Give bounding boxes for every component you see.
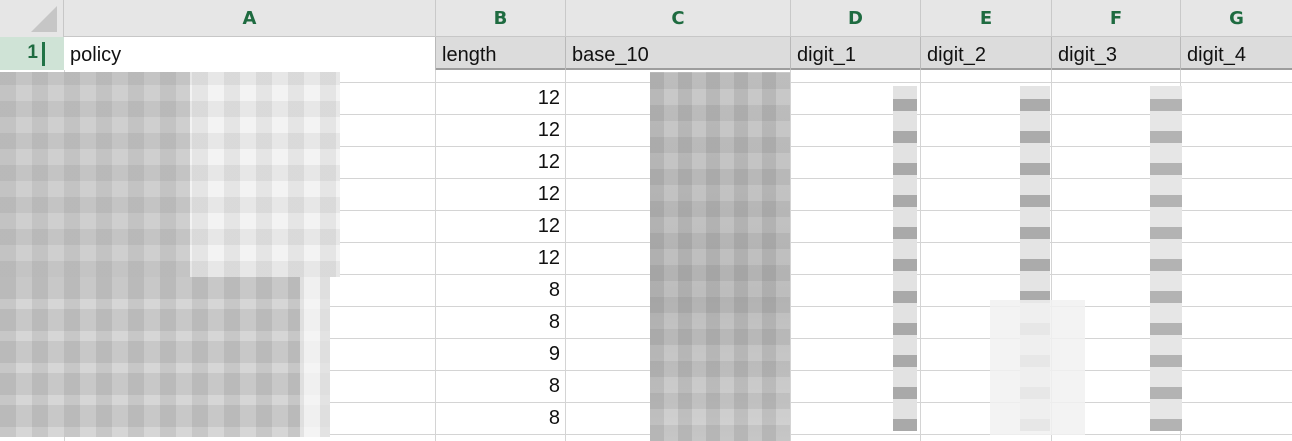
row-number-label: 1 <box>27 42 38 63</box>
grid-line <box>435 70 436 441</box>
redacted-policy-block <box>0 277 330 437</box>
table-row[interactable]: 8 <box>0 371 1292 403</box>
table-row[interactable]: 8 <box>0 275 1292 307</box>
table-row-partial <box>0 70 1292 83</box>
cell-d1-digit1[interactable]: digit_1 <box>791 37 921 70</box>
length-cell[interactable]: 8 <box>548 279 560 301</box>
length-cell[interactable]: 9 <box>548 343 560 365</box>
cell-g1-digit4[interactable]: digit_4 <box>1187 44 1246 66</box>
table-row[interactable]: 12 <box>0 179 1292 211</box>
column-header-f[interactable]: F <box>1052 0 1181 37</box>
cell-b1-length[interactable]: length <box>436 37 566 70</box>
column-header-b[interactable]: B <box>436 0 566 37</box>
grid-line <box>1051 70 1052 441</box>
length-cell[interactable]: 12 <box>537 183 560 205</box>
redacted-digit1-column <box>893 86 917 431</box>
grid-line <box>790 70 791 441</box>
grid-line <box>565 70 566 441</box>
column-header-e[interactable]: E <box>921 0 1052 37</box>
redacted-digit3-column <box>1150 86 1182 431</box>
grid-line <box>920 70 921 441</box>
table-row[interactable]: 12 <box>0 147 1292 179</box>
select-all-corner[interactable] <box>0 0 64 37</box>
column-header-bar: A B C D E F G <box>0 0 1292 37</box>
length-cell[interactable]: 8 <box>548 407 560 429</box>
redacted-digit2-block <box>990 300 1085 435</box>
redacted-policy-block <box>0 72 340 277</box>
select-all-triangle-icon <box>31 6 57 32</box>
table-row[interactable]: 12 <box>0 115 1292 147</box>
table-row[interactable]: 9 <box>0 339 1292 371</box>
length-cell[interactable]: 8 <box>548 311 560 333</box>
length-cell[interactable]: 12 <box>537 119 560 141</box>
table-row[interactable]: 12 <box>0 211 1292 243</box>
active-cell-cursor <box>42 42 45 66</box>
length-cell[interactable]: 12 <box>537 151 560 173</box>
cell-e1-digit2[interactable]: digit_2 <box>921 37 1052 70</box>
table-row[interactable]: 8 <box>0 403 1292 435</box>
cell-c1-base10[interactable]: base_10 <box>566 37 791 70</box>
table-row[interactable]: 12 <box>0 243 1292 275</box>
table-row[interactable]: 8 <box>0 307 1292 339</box>
column-header-d[interactable]: D <box>791 0 921 37</box>
column-header-a[interactable]: A <box>64 0 436 37</box>
cell-a1-policy[interactable]: policy <box>64 37 436 70</box>
column-header-c[interactable]: C <box>566 0 791 37</box>
length-cell[interactable]: 8 <box>548 375 560 397</box>
length-cell[interactable]: 12 <box>537 87 560 109</box>
length-cell[interactable]: 12 <box>537 247 560 269</box>
redacted-base10-block <box>650 72 790 441</box>
column-header-g[interactable]: G <box>1229 8 1244 29</box>
length-cell[interactable]: 12 <box>537 215 560 237</box>
row-number-1[interactable]: 1 <box>0 37 64 70</box>
table-row[interactable]: 12 <box>0 83 1292 115</box>
cell-f1-digit3[interactable]: digit_3 <box>1052 37 1181 70</box>
